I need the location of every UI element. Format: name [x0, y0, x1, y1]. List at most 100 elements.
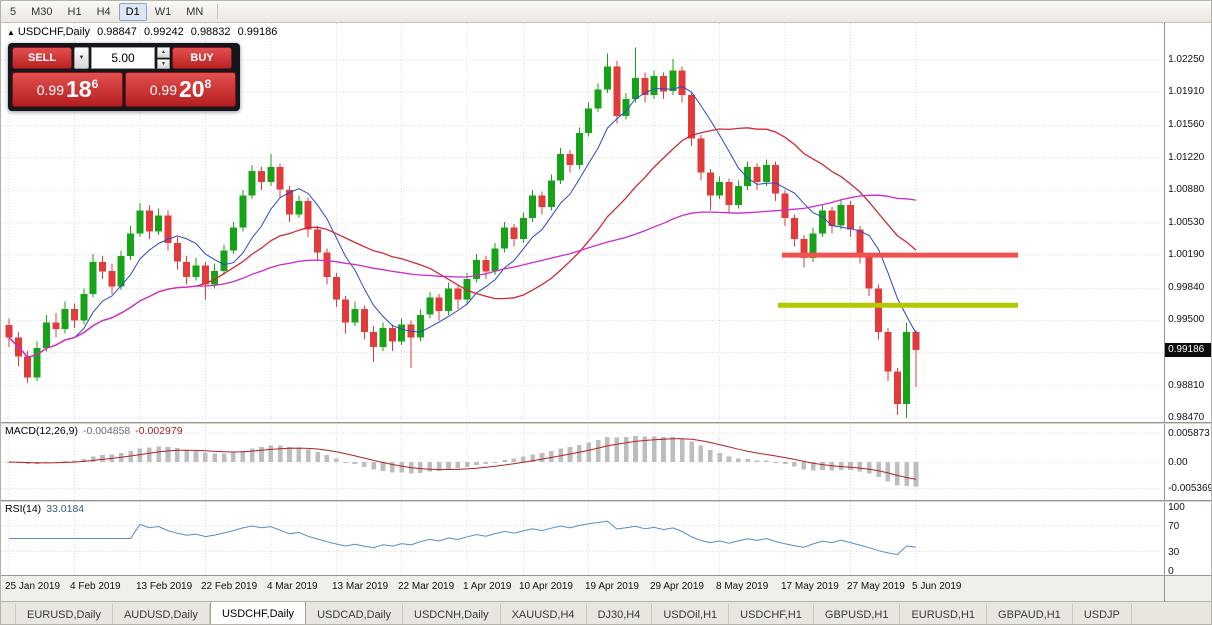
macd-label: MACD(12,26,9) -0.004858 -0.002979 — [5, 425, 183, 437]
sell-price-prefix: 0.99 — [36, 81, 64, 98]
main-chart-pane[interactable]: ▲ USDCHF,Daily 0.98847 0.99242 0.98832 0.… — [1, 23, 1165, 422]
sell-button[interactable]: SELL — [12, 47, 72, 69]
rsi-canvas — [1, 502, 1165, 575]
macd-pane[interactable]: MACD(12,26,9) -0.004858 -0.002979 — [1, 424, 1165, 500]
date-axis-label: 1 Apr 2019 — [463, 581, 512, 592]
macd-scale-label: 0.00 — [1168, 457, 1188, 468]
date-axis-label: 5 Jun 2019 — [912, 581, 962, 592]
rsi-scale-label: 0 — [1168, 566, 1174, 575]
one-click-trading-widget: SELL ▼ ▲ ▼ BUY 0.99 18 6 — [8, 43, 240, 111]
axis-row: 25 Jan 2019 4 Feb 2019 13 Feb 2019 22 Feb 2… — [1, 575, 1211, 601]
price-scale: 0.99186 1.02250 1.01910 1.01560 1.01220 1.00… — [1164, 23, 1211, 422]
volume-stepper: ▲ ▼ — [157, 47, 170, 69]
sell-price-panel[interactable]: 0.99 18 6 — [12, 72, 123, 107]
rsi-label: RSI(14) 33.0184 — [5, 503, 84, 515]
volume-step-up-icon[interactable]: ▲ — [157, 47, 170, 58]
current-price-tag: 0.99186 — [1165, 343, 1211, 357]
chart-tab-gbpusd-h1[interactable]: GBPUSD,H1 — [814, 604, 901, 624]
macd-name: MACD(12,26,9) — [5, 425, 78, 437]
price-scale-label: 0.99500 — [1168, 314, 1205, 325]
date-axis-label: 10 Apr 2019 — [519, 581, 573, 592]
timeframe-button-h1[interactable]: H1 — [67, 5, 82, 18]
buy-price-pips: 20 — [178, 76, 205, 102]
date-axis-label: 17 May 2019 — [781, 581, 839, 592]
price-scale-label: 1.01560 — [1168, 119, 1205, 130]
ohlc-open: 0.98847 — [97, 26, 137, 38]
price-scale-label: 0.98470 — [1168, 412, 1205, 422]
macd-scale-label: 0.005873 — [1168, 428, 1210, 439]
ohlc-close: 0.99186 — [237, 26, 278, 38]
date-axis-label: 4 Mar 2019 — [267, 581, 318, 592]
chart-tab-gbpaud-h1[interactable]: GBPAUD,H1 — [987, 604, 1073, 624]
macd-scale-label: -0.005369 — [1168, 483, 1211, 494]
chart-tab-xauusd-h4[interactable]: XAUUSD,H4 — [501, 604, 587, 624]
date-axis-label: 22 Feb 2019 — [201, 581, 258, 592]
chart-tab-usdoil-h1[interactable]: USDOil,H1 — [652, 604, 730, 624]
chart-symbol-period: USDCHF,Daily — [17, 26, 91, 38]
timeframe-button-5[interactable]: 5 — [10, 5, 17, 18]
price-scale-label: 1.00880 — [1168, 184, 1205, 195]
chart-title: ▲ USDCHF,Daily 0.98847 0.99242 0.98832 0.… — [7, 26, 281, 38]
chart-tab-eurusd-h1[interactable]: EURUSD,H1 — [900, 604, 988, 624]
date-axis-label: 8 May 2019 — [716, 581, 769, 592]
rsi-scale-label: 30 — [1168, 547, 1180, 558]
rsi-scale-label: 70 — [1168, 521, 1180, 532]
buy-price-subdigit: 8 — [204, 77, 212, 91]
chart-tab-dj30-h4[interactable]: DJ30,H4 — [587, 604, 653, 624]
date-axis-label: 13 Feb 2019 — [136, 581, 193, 592]
ohlc-high: 0.99242 — [143, 26, 184, 38]
volume-step-down-icon[interactable]: ▼ — [157, 58, 170, 69]
price-scale-label: 1.00190 — [1168, 249, 1205, 260]
macd-value-signal: -0.002979 — [135, 425, 183, 437]
volume-dropdown-icon[interactable]: ▼ — [74, 47, 89, 69]
rsi-pane[interactable]: RSI(14) 33.0184 — [1, 502, 1165, 575]
volume-input[interactable] — [91, 47, 155, 69]
price-scale-label: 1.01910 — [1168, 86, 1205, 97]
timeframe-toolbar: 5 M30 H1 H4 D1 W1 MN — [1, 1, 1211, 23]
sell-price-pips: 18 — [65, 76, 92, 102]
rsi-scale-label: 100 — [1168, 502, 1185, 513]
price-scale-label: 1.02250 — [1168, 54, 1205, 65]
price-scale-label: 0.99840 — [1168, 282, 1205, 293]
rsi-row: RSI(14) 33.0184 100 70 30 0 — [1, 502, 1211, 575]
date-axis-label: 22 Mar 2019 — [398, 581, 455, 592]
timeframe-button-mn[interactable]: MN — [186, 5, 204, 18]
main-chart-row: ▲ USDCHF,Daily 0.98847 0.99242 0.98832 0.… — [1, 23, 1211, 422]
widget-toggle-icon[interactable]: ▲ — [7, 28, 15, 37]
chart-tab-usdcad-daily[interactable]: USDCAD,Daily — [306, 604, 404, 624]
rsi-value: 33.0184 — [46, 503, 85, 515]
timeframe-button-m30[interactable]: M30 — [31, 5, 53, 18]
timeframe-button-d1[interactable]: D1 — [118, 2, 147, 21]
chart-tabs-bar: EURUSD,Daily AUDUSD,Daily USDCHF,Daily USDC… — [1, 601, 1211, 624]
pane-splitter[interactable] — [1, 500, 1211, 502]
buy-price-panel[interactable]: 0.99 20 8 — [125, 72, 236, 107]
chart-tab-usdchf-h1[interactable]: USDCHF,H1 — [729, 604, 814, 624]
price-scale-label: 1.01220 — [1168, 152, 1205, 163]
chart-tab-usdcnh-daily[interactable]: USDCNH,Daily — [403, 604, 501, 624]
macd-canvas — [1, 424, 1165, 500]
axis-corner — [1164, 575, 1211, 601]
price-scale-label: 1.00530 — [1168, 217, 1205, 228]
buy-price-prefix: 0.99 — [149, 81, 177, 98]
date-axis-label: 25 Jan 2019 — [5, 581, 61, 592]
chart-tab-usdchf-daily[interactable]: USDCHF,Daily — [209, 602, 307, 624]
ohlc-low: 0.98832 — [190, 26, 231, 38]
date-axis-label: 29 Apr 2019 — [650, 581, 704, 592]
chart-tab-usdjp[interactable]: USDJP — [1073, 604, 1132, 624]
toolbar-separator — [217, 4, 219, 19]
sell-price-subdigit: 6 — [91, 77, 99, 91]
rsi-name: RSI(14) — [5, 503, 42, 515]
date-axis-label: 4 Feb 2019 — [70, 581, 121, 592]
pane-splitter[interactable] — [1, 422, 1211, 424]
date-axis-label: 27 May 2019 — [847, 581, 905, 592]
macd-value-main: -0.004858 — [82, 425, 131, 437]
chart-tab-eurusd-daily[interactable]: EURUSD,Daily — [15, 604, 113, 624]
timeframe-button-h4[interactable]: H4 — [96, 5, 111, 18]
rsi-scale: 100 70 30 0 — [1164, 502, 1211, 575]
timeframe-button-w1[interactable]: W1 — [154, 5, 172, 18]
macd-row: MACD(12,26,9) -0.004858 -0.002979 0.005873… — [1, 424, 1211, 500]
macd-scale: 0.005873 0.00 -0.005369 — [1164, 424, 1211, 500]
chart-tab-audusd-daily[interactable]: AUDUSD,Daily — [113, 604, 210, 624]
buy-button[interactable]: BUY — [172, 47, 232, 69]
